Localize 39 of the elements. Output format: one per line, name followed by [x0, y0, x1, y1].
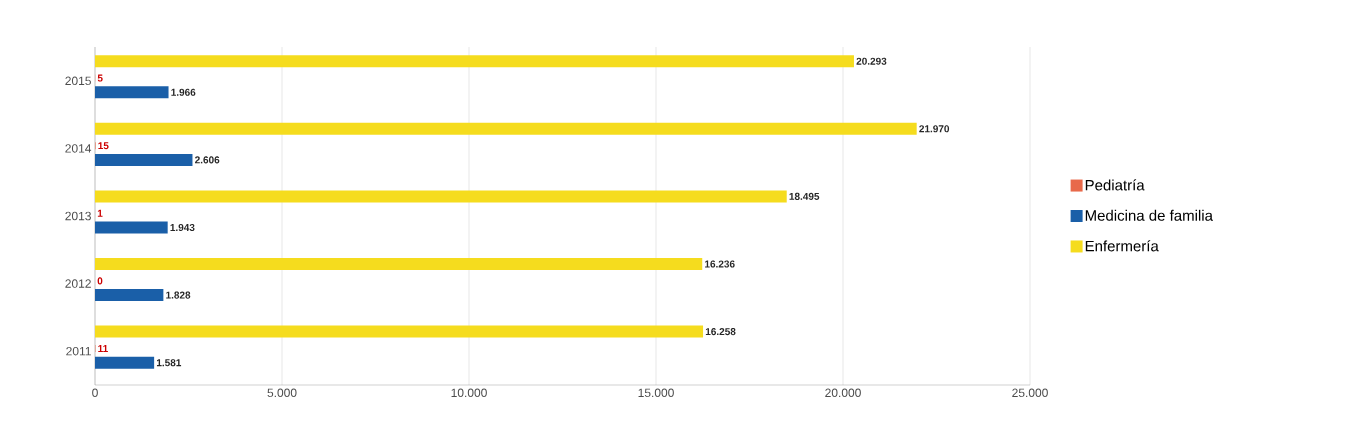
data-label: 16.236 [705, 260, 735, 268]
bar [95, 55, 854, 68]
data-label: 11 [98, 345, 108, 352]
bar [95, 325, 704, 338]
data-label: 18.495 [789, 192, 820, 200]
bar [95, 356, 155, 369]
bar [95, 122, 917, 135]
y-tick-label: 2015 [65, 76, 91, 86]
data-label: 1.966 [171, 88, 196, 96]
data-label: 21.970 [919, 125, 950, 133]
data-label: 15 [98, 142, 109, 150]
x-tick-label: 5.000 [267, 388, 297, 398]
data-label: 1.581 [156, 359, 182, 367]
legend-label: Enfermería [1085, 240, 1159, 252]
x-tick-label: 20.000 [825, 388, 861, 398]
x-tick-label: 10.000 [451, 388, 487, 398]
bar [95, 86, 169, 99]
data-label: 20.293 [856, 57, 887, 65]
y-tick-label: 2012 [65, 279, 91, 288]
data-label: 1.828 [166, 291, 191, 299]
x-tick-label: 25.000 [1012, 388, 1048, 398]
data-label: 1.943 [170, 223, 195, 232]
bar [95, 289, 164, 302]
data-label: 0 [97, 277, 103, 285]
y-tick-label: 2013 [65, 211, 91, 221]
y-tick-label: 2014 [65, 144, 92, 153]
bar [95, 190, 787, 203]
x-tick-label: 15.000 [638, 388, 674, 398]
legend-label: Medicina de familia [1085, 209, 1213, 221]
data-label: 5 [97, 74, 103, 82]
x-tick-label: 0 [92, 388, 98, 398]
legend-label: Pediatría [1085, 179, 1145, 191]
data-label: 16.258 [705, 328, 736, 336]
y-tick-label: 2011 [66, 346, 91, 356]
data-label: 1 [97, 209, 103, 217]
bar [95, 153, 193, 166]
data-label: 2.606 [195, 156, 220, 164]
bar [95, 221, 168, 234]
bar [95, 258, 703, 270]
